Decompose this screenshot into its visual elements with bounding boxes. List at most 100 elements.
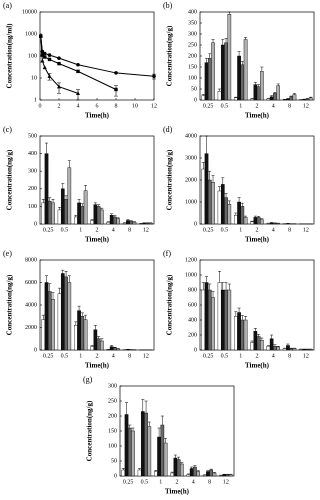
y-tick-label: 500 bbox=[28, 133, 37, 139]
bar bbox=[206, 471, 210, 477]
error-bar bbox=[177, 456, 181, 460]
error-bar bbox=[221, 282, 225, 290]
bar bbox=[219, 475, 223, 477]
bar bbox=[116, 348, 120, 351]
bar bbox=[269, 338, 274, 351]
y-tick-label: 1000 bbox=[25, 31, 37, 37]
marker bbox=[57, 84, 61, 89]
marker bbox=[40, 58, 45, 63]
error-bar bbox=[64, 271, 68, 277]
y-tick-label: 200 bbox=[188, 53, 197, 59]
x-tick-label: 0 bbox=[39, 103, 42, 109]
error-bar bbox=[110, 345, 114, 347]
bar bbox=[189, 468, 194, 477]
x-tick-label: 2 bbox=[96, 227, 99, 233]
x-tick-label: 4 bbox=[272, 103, 275, 109]
bar bbox=[51, 299, 55, 351]
bar bbox=[220, 44, 225, 101]
error-bar bbox=[286, 343, 290, 346]
error-bar bbox=[51, 292, 55, 300]
bar bbox=[224, 42, 228, 101]
x-tick-label: 0.5 bbox=[61, 227, 69, 233]
error-bar bbox=[253, 82, 257, 85]
error-bar bbox=[240, 315, 244, 320]
error-bar bbox=[129, 220, 133, 222]
panel-label: (e) bbox=[3, 249, 12, 258]
y-tick-label: 1000 bbox=[185, 199, 197, 205]
x-tick-label: 12 bbox=[143, 227, 149, 233]
x-tick-label: 12 bbox=[223, 479, 229, 485]
bar bbox=[202, 474, 207, 477]
error-bar bbox=[144, 400, 148, 413]
error-bar bbox=[209, 468, 213, 470]
error-bar bbox=[186, 473, 190, 475]
x-tick-label: 1 bbox=[239, 353, 242, 359]
y-tick-label: 400 bbox=[188, 317, 197, 323]
error-bar bbox=[45, 275, 49, 283]
x-tick-label: 0.5 bbox=[221, 227, 229, 233]
error-bar bbox=[218, 186, 222, 191]
bar bbox=[237, 312, 241, 351]
x-tick-label: 2 bbox=[96, 353, 99, 359]
bar bbox=[140, 411, 145, 477]
error-bar bbox=[121, 468, 125, 470]
bar bbox=[233, 316, 238, 351]
marker bbox=[114, 87, 118, 92]
bar bbox=[260, 71, 264, 101]
error-bar bbox=[106, 221, 110, 223]
bar bbox=[292, 348, 297, 351]
y-tick-label: 100 bbox=[188, 75, 197, 81]
marker bbox=[152, 74, 156, 79]
error-bar bbox=[276, 83, 280, 86]
error-bar bbox=[126, 219, 130, 221]
error-bar bbox=[77, 199, 81, 203]
bar bbox=[269, 96, 274, 101]
bar bbox=[137, 469, 142, 477]
error-bar bbox=[237, 307, 241, 313]
error-bar bbox=[48, 283, 52, 292]
x-tick-label: 8 bbox=[128, 227, 131, 233]
error-bar bbox=[196, 470, 200, 472]
bar bbox=[176, 459, 181, 477]
bar bbox=[269, 222, 274, 225]
bar bbox=[142, 222, 147, 225]
bar bbox=[106, 222, 111, 225]
error-bar bbox=[74, 214, 78, 217]
bar bbox=[109, 346, 114, 351]
bar bbox=[237, 55, 241, 101]
bar bbox=[266, 98, 271, 101]
error-bar bbox=[205, 57, 209, 63]
bar bbox=[220, 289, 225, 351]
x-tick-label: 8 bbox=[208, 479, 211, 485]
marker bbox=[47, 53, 52, 57]
y-tick-label: 0 bbox=[34, 347, 37, 353]
bar bbox=[273, 93, 277, 101]
bar bbox=[47, 291, 52, 351]
x-tick-label: 8 bbox=[128, 353, 131, 359]
bar bbox=[240, 319, 245, 351]
bar bbox=[276, 85, 280, 101]
x-tick-label: 0.25 bbox=[203, 103, 214, 109]
x-tick-label: 4 bbox=[192, 479, 195, 485]
bar bbox=[233, 214, 238, 225]
bar bbox=[96, 338, 101, 351]
y-tick-label: 0 bbox=[194, 221, 197, 227]
x-tick-label: 2 bbox=[256, 353, 259, 359]
bar bbox=[124, 414, 129, 477]
bar bbox=[51, 202, 55, 225]
error-bar bbox=[270, 95, 274, 97]
error-bar bbox=[48, 197, 52, 202]
x-tick-label: 0.25 bbox=[43, 353, 54, 359]
y-tick-label: 200 bbox=[28, 186, 37, 192]
bar bbox=[173, 457, 178, 477]
bar bbox=[145, 222, 150, 225]
bar bbox=[305, 349, 310, 351]
y-tick-label: 300 bbox=[188, 31, 197, 37]
y-tick-label: 6000 bbox=[25, 280, 37, 286]
x-tick-label: 0.25 bbox=[203, 353, 214, 359]
bar bbox=[90, 220, 94, 225]
x-tick-label: 4 bbox=[272, 227, 275, 233]
error-bar bbox=[240, 202, 244, 207]
x-tick-label: 8 bbox=[288, 353, 291, 359]
x-tick-label: 0.5 bbox=[221, 103, 229, 109]
